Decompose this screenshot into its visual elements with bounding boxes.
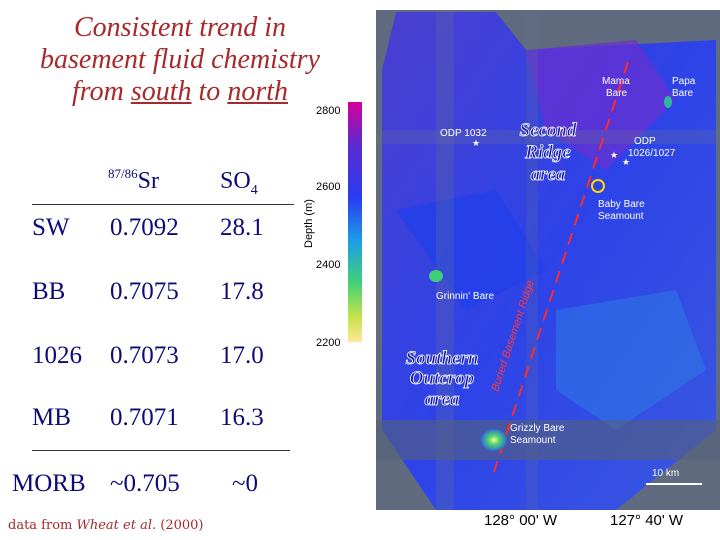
colorbar-tick-2600: 2600 — [316, 181, 340, 193]
buried-ridge-line — [493, 61, 629, 473]
credit-year: (2000) — [156, 518, 204, 533]
label-scale: 10 km — [652, 468, 679, 479]
row-bb-sr: 0.7075 — [110, 278, 179, 305]
label-grizzly-2: Seamount — [510, 435, 556, 446]
label-odp1032: ODP 1032 — [440, 128, 487, 139]
title-line-3-pre: from — [71, 76, 131, 107]
swath-stripe — [376, 130, 720, 144]
label-baby-bare-1: Baby Bare — [598, 199, 645, 210]
label-grinnin-bare: Grinnin' Bare — [436, 291, 494, 302]
header-sr-label: Sr — [137, 168, 159, 194]
title-line-3: from south to north — [0, 76, 360, 108]
title-line-1: Consistent trend in — [73, 12, 287, 43]
grizzly-bare-mound — [481, 429, 507, 451]
header-sr-isotope: 87/86 — [108, 166, 138, 181]
papa-bare-mound — [664, 96, 672, 108]
table-top-rule — [32, 204, 294, 205]
southern-outcrop-line1: Southern — [406, 348, 479, 369]
data-credit: data from Wheat et al. (2000) — [8, 518, 204, 533]
label-mama-bare-2: Bare — [606, 88, 628, 99]
swath-stripe — [376, 420, 720, 460]
second-ridge-line3: area — [531, 164, 566, 185]
label-odp1026-1: ODP — [634, 136, 656, 147]
row-mb-sr: 0.7071 — [110, 404, 179, 431]
odp1027-star-icon: ★ — [622, 158, 630, 168]
row-sw-so4: 28.1 — [220, 214, 264, 241]
colorbar-tick-2400: 2400 — [316, 259, 340, 271]
label-papa-bare-1: Papa — [672, 76, 696, 87]
deep-region-north — [526, 40, 676, 170]
table-bottom-rule — [32, 450, 290, 451]
grinnin-bare-mound — [429, 270, 443, 282]
label-mama-bare-1: Mama — [602, 76, 630, 87]
depth-colorbar: 2800 2600 2400 2200 Depth (m) — [303, 102, 362, 349]
row-mb-so4: 16.3 — [220, 404, 264, 431]
row-1026-site: 1026 — [32, 342, 82, 369]
longitude-label-left: 128° 00' W — [484, 512, 558, 529]
row-morb-site: MORB — [12, 470, 86, 497]
row-bb-so4: 17.8 — [220, 278, 264, 305]
row-bb-site: BB — [32, 278, 66, 305]
title-south: south — [130, 76, 192, 107]
row-1026-so4: 17.0 — [220, 342, 264, 369]
row-sw-sr: 0.7092 — [110, 214, 179, 241]
title-line-2: basement fluid chemistry — [40, 44, 320, 75]
odp1032-star-icon: ★ — [472, 139, 480, 149]
header-so4: SO4 — [220, 168, 258, 198]
header-so4-label: SO — [220, 168, 251, 194]
header-so4-sub: 4 — [250, 183, 258, 198]
label-grizzly-1: Grizzly Bare — [510, 423, 565, 434]
southern-outcrop-line3: area — [425, 389, 460, 410]
colorbar-title: Depth (m) — [303, 199, 315, 248]
label-odp1026-2: 1026/1027 — [628, 148, 676, 159]
label-baby-bare-2: Seamount — [598, 211, 644, 222]
swath-stripe — [436, 10, 454, 510]
row-sw-site: SW — [32, 214, 70, 241]
swath-stripe — [526, 10, 538, 510]
odp1026-star-icon: ★ — [610, 151, 618, 161]
title-north: north — [227, 76, 288, 107]
credit-pre: data from — [8, 518, 77, 533]
bathymetry-map: ★ ★ ★ Mama Bare Papa Bare ODP 1032 ODP 1… — [376, 10, 720, 510]
row-morb-sr: ~0.705 — [110, 470, 180, 497]
title-line-3-mid: to — [191, 76, 228, 107]
colorbar-tick-2800: 2800 — [316, 105, 340, 117]
row-morb-so4: ~0 — [232, 470, 259, 497]
label-papa-bare-2: Bare — [672, 88, 694, 99]
row-1026-sr: 0.7073 — [110, 342, 179, 369]
slide-title: Consistent trend in basement fluid chemi… — [0, 12, 360, 108]
colorbar-gradient — [348, 102, 362, 342]
baby-bare-marker — [591, 179, 605, 193]
row-mb-site: MB — [32, 404, 71, 431]
southern-outcrop-line2: Outcrop — [410, 368, 474, 389]
credit-authors: Wheat et al. — [76, 518, 157, 533]
longitude-label-right: 127° 40' W — [610, 512, 684, 529]
region-west — [396, 190, 546, 310]
second-ridge-line2: Ridge — [524, 142, 571, 163]
second-ridge-line1: Second — [520, 120, 578, 141]
colorbar-tick-2200: 2200 — [316, 337, 340, 349]
header-sr: 87/86Sr — [108, 166, 159, 195]
region-southeast — [556, 290, 706, 430]
